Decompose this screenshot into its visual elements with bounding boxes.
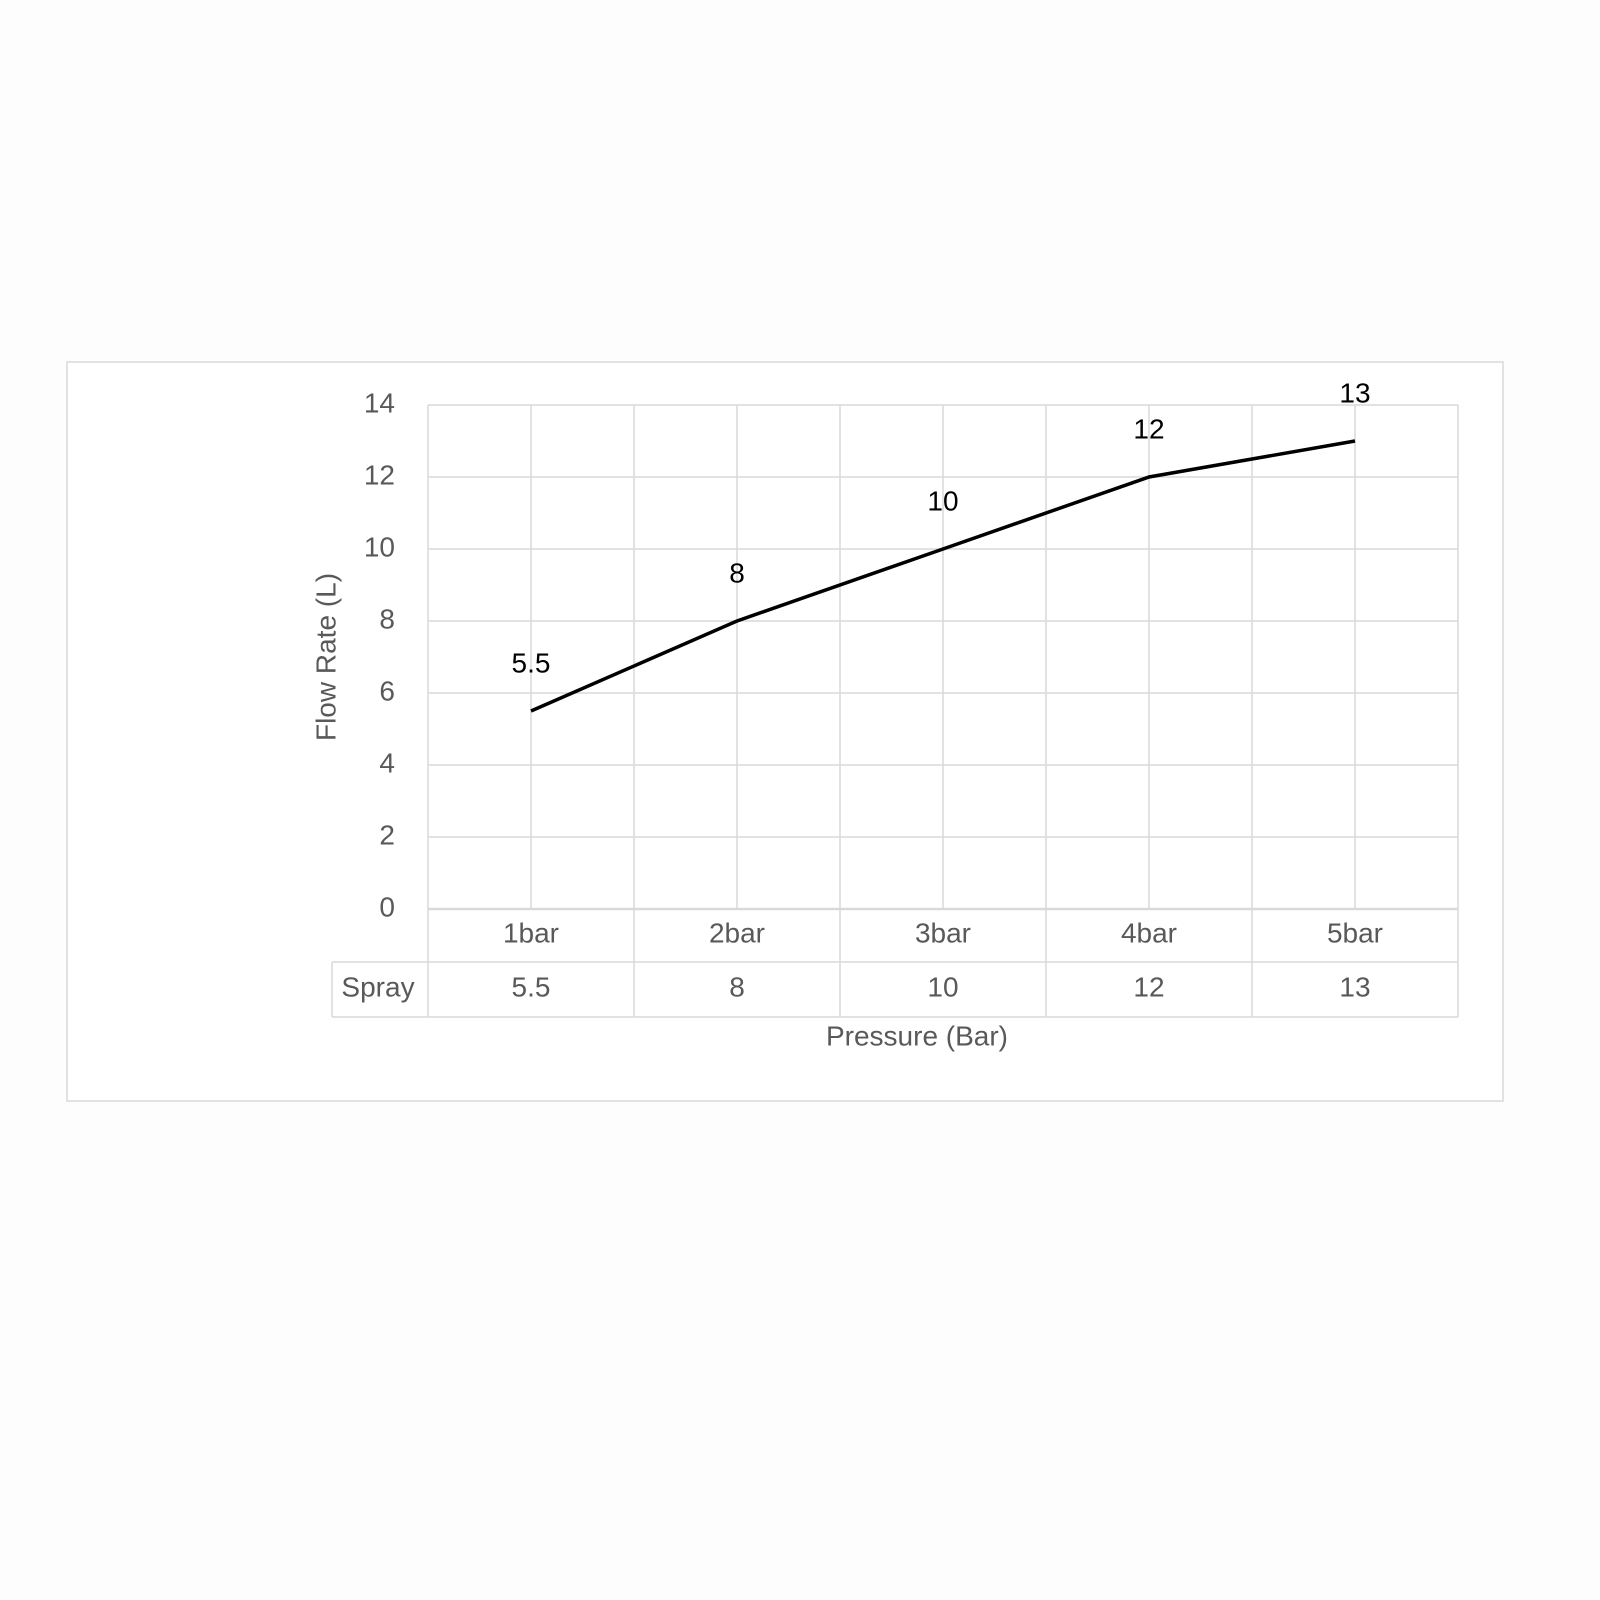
x-tick-label: 3bar bbox=[915, 917, 971, 948]
data-label: 5.5 bbox=[512, 647, 551, 678]
x-tick-label: 1bar bbox=[503, 917, 559, 948]
table-value: 5.5 bbox=[512, 971, 551, 1002]
line-series bbox=[530, 439, 1356, 713]
data-label: 10 bbox=[927, 485, 958, 516]
y-tick-label: 12 bbox=[364, 459, 395, 490]
table-series-name: Spray bbox=[341, 971, 414, 1002]
x-tick-label: 4bar bbox=[1121, 917, 1177, 948]
data-label: 12 bbox=[1133, 413, 1164, 444]
y-tick-label: 6 bbox=[379, 675, 395, 706]
y-tick-label: 0 bbox=[379, 891, 395, 922]
x-tick-label: 2bar bbox=[709, 917, 765, 948]
y-tick-label: 14 bbox=[364, 387, 395, 418]
y-tick-label: 8 bbox=[379, 603, 395, 634]
table-value: 8 bbox=[729, 971, 745, 1002]
table-value: 13 bbox=[1339, 971, 1370, 1002]
y-tick-label: 10 bbox=[364, 531, 395, 562]
x-tick-label: 5bar bbox=[1327, 917, 1383, 948]
table-value: 10 bbox=[927, 971, 958, 1002]
table-value: 12 bbox=[1133, 971, 1164, 1002]
data-label: 13 bbox=[1339, 377, 1370, 408]
y-tick-label: 4 bbox=[379, 747, 395, 778]
y-axis-title: Flow Rate (L) bbox=[310, 573, 341, 741]
chart-frame bbox=[66, 361, 1504, 1102]
y-tick-label: 2 bbox=[379, 819, 395, 850]
data-label: 8 bbox=[729, 557, 745, 588]
x-axis-title: Pressure (Bar) bbox=[826, 1020, 1008, 1051]
